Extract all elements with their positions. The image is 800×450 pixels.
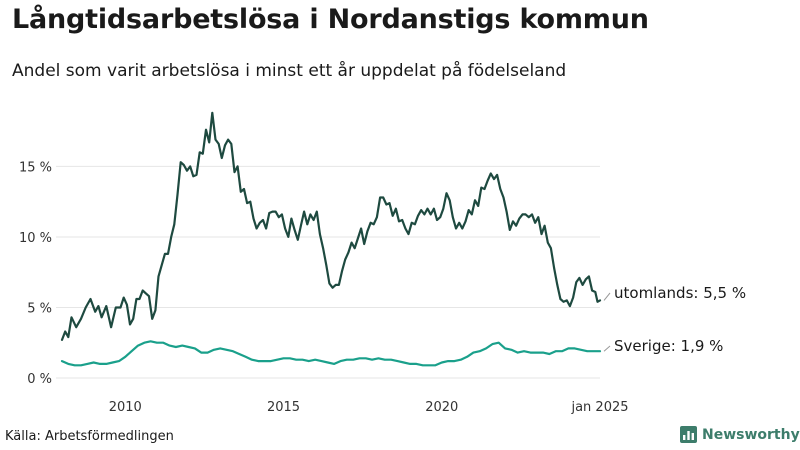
x-tick-label: 2020 [425,400,458,415]
x-axis-labels: 2010 2015 2020 jan 2025 [109,400,629,415]
x-tick-label: jan 2025 [570,400,628,415]
series-label-connector [603,345,611,352]
y-tick-label: 0 % [27,372,52,387]
x-tick-label: 2015 [267,400,300,415]
series-end-label-utomlands: utomlands: 5,5 % [614,284,746,302]
series-end-label-sverige: Sverige: 1,9 % [614,337,723,355]
y-tick-label: 5 % [27,301,52,316]
x-tick-label: 2010 [109,400,142,415]
y-tick-label: 10 % [19,231,52,246]
chart-subtitle: Andel som varit arbetslösa i minst ett å… [12,61,567,81]
chart-title: Långtidsarbetslösa i Nordanstigs kommun [12,4,649,35]
series-end-labels: utomlands: 5,5 % Sverige: 1,9 % [603,284,746,355]
bar-chart-icon [680,426,697,443]
series-line-sverige [60,340,602,367]
gridlines [56,165,600,379]
brand-name: Newsworthy [702,426,800,443]
source-note: Källa: Arbetsförmedlingen [5,429,174,444]
y-tick-label: 15 % [19,160,52,175]
brand-logo: Newsworthy [680,426,800,443]
series-lines [60,111,602,367]
y-axis-labels: 0 % 5 % 10 % 15 % [19,160,52,387]
series-line-utomlands [60,111,602,341]
series-label-connector [603,292,611,301]
